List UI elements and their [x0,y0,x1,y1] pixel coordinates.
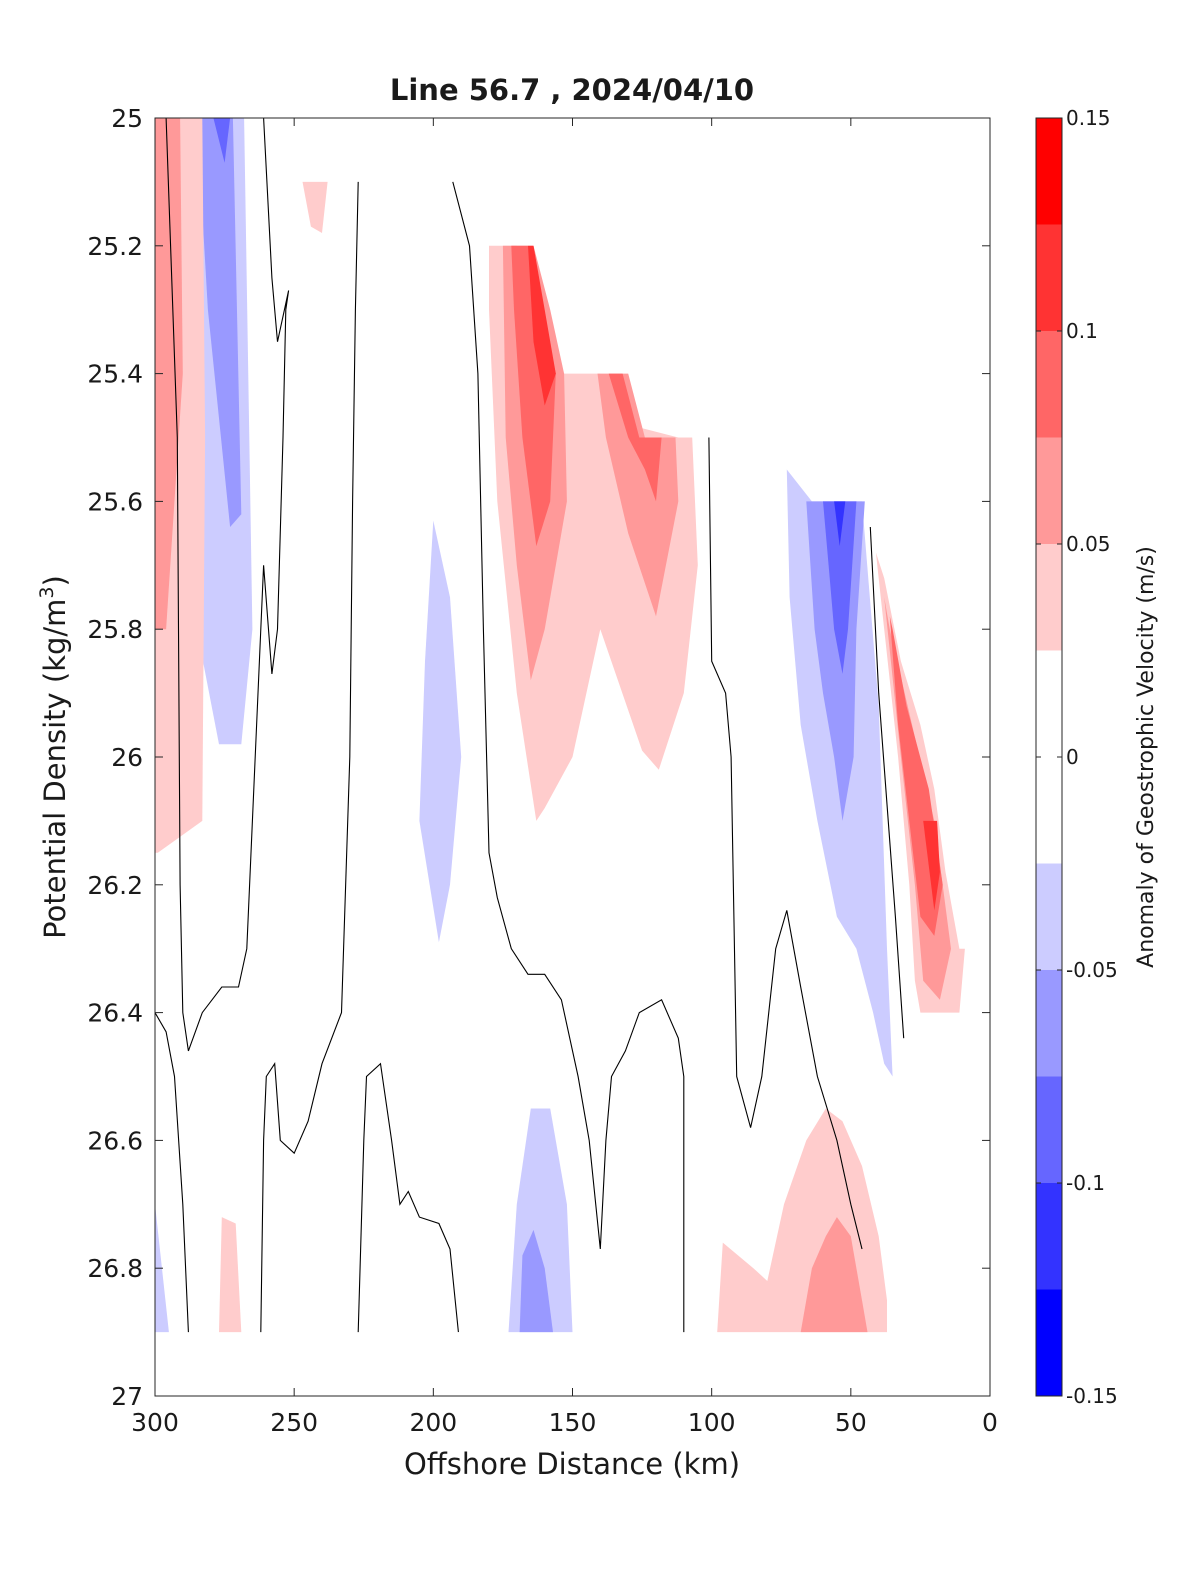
colorbar-band-6 [1036,544,1062,651]
plot-area: 300 250 200 150 100 50 0 2525.225.425.625.8262… [87,104,998,1437]
x-tick-label-1: 250 [270,1408,318,1437]
contour-region-6 [419,520,462,943]
y-axis-label: Potential Density (kg/m3) [36,575,72,939]
colorbar-tick-label-4: -0.05 [1066,958,1118,982]
colorbar-band-4 [1036,863,1062,970]
colorbar-tick-label-2: 0.05 [1066,532,1111,556]
colorbar-tick-label-5: -0.1 [1066,1171,1105,1195]
y-tick-label-10: 27 [111,1382,143,1411]
colorbar-band-8 [1036,331,1062,438]
x-tick-label-5: 50 [835,1408,867,1437]
y-tick-label-9: 26.8 [87,1254,143,1283]
contour-fill-layer [155,118,965,1333]
colorbar-tick-label-0: 0.15 [1066,106,1111,130]
y-axis-label-superscript: 3 [36,586,58,598]
zero-contour-line-0 [165,118,290,1052]
y-axis-label-main: Potential Density (kg/m [38,599,72,939]
chart-title: Line 56.7 , 2024/04/10 [390,73,754,107]
contour-region-20 [923,820,940,911]
x-tick-label-4: 100 [688,1408,736,1437]
zero-contour-line-3 [357,1062,459,1333]
contour-region-2 [213,118,231,163]
contour-region-11 [608,373,662,502]
contour-region-24 [519,1229,553,1333]
contour-region-9 [597,373,679,617]
colorbar-label: Anomaly of Geostrophic Velocity (m/s) [1134,546,1159,968]
y-tick-label-1: 25.2 [87,232,143,261]
x-tick-label-3: 150 [549,1408,597,1437]
x-tick-label-0: 300 [131,1408,179,1437]
x-axis-label: Offshore Distance (km) [404,1447,740,1481]
y-tick-label-4: 25.8 [87,615,143,644]
colorbar-band-1 [1036,1183,1062,1290]
y-axis: 25 25.2 25.4 25.6 25.8 26 26.2 26.4 26.6 26.8 27 [87,104,990,1411]
contour-line-layer [155,118,905,1333]
colorbar-band-0 [1036,1289,1062,1396]
colorbar-band-2 [1036,1076,1062,1183]
y-tick-label-7: 26.4 [87,999,143,1028]
colorbar-tick-label-1: 0.1 [1066,319,1098,343]
contour-region-15 [823,501,857,674]
colorbar-tick-label-3: 0 [1066,745,1079,769]
y-tick-label-6: 26.2 [87,871,143,900]
x-axis: 300 250 200 150 100 50 0 [131,118,998,1437]
zero-contour-line-1 [155,1012,189,1333]
colorbar-ticks: 0.15 0.1 0.05 0 -0.05 -0.1 -0.15 [1036,106,1118,1408]
contour-region-21 [155,1204,169,1333]
colorbar-band-9 [1036,224,1062,331]
colorbar-band-3 [1036,970,1062,1077]
y-tick-label-8: 26.6 [87,1126,143,1155]
contour-region-5 [302,181,328,233]
contour-region-26 [800,1217,868,1333]
x-tick-label-6: 0 [982,1408,998,1437]
colorbar-bands [1036,118,1062,1396]
colorbar-tick-label-6: -0.15 [1066,1384,1118,1408]
y-tick-label-3: 25.6 [87,487,143,516]
contour-region-12 [528,245,556,406]
contour-region-10 [511,245,556,547]
contour-region-1 [196,118,242,527]
x-tick-label-2: 200 [409,1408,457,1437]
zero-contour-line-6 [869,526,905,1039]
y-tick-label-5: 26 [111,743,143,772]
colorbar: 0.15 0.1 0.05 0 -0.05 -0.1 -0.15 Anomaly of Ge… [1035,106,1159,1408]
y-tick-label-2: 25.4 [87,360,143,389]
zero-contour-line-4 [452,181,685,1333]
y-axis-label-close: ) [38,575,72,586]
colorbar-band-10 [1036,118,1062,225]
zero-contour-line-5 [708,437,863,1250]
contour-region-22 [219,1217,242,1333]
contour-region-16 [834,501,846,547]
y-tick-label-0: 25 [111,104,143,133]
colorbar-band-7 [1036,437,1062,544]
zero-contour-line-2 [260,181,359,1333]
